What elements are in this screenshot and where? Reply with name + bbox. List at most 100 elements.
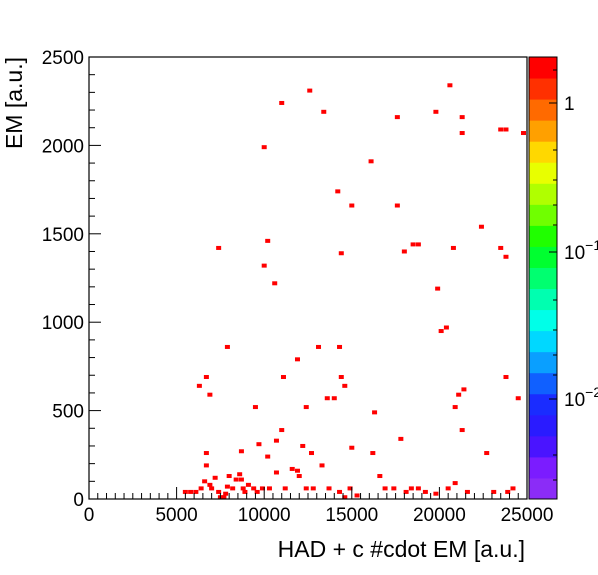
heatmap-cell <box>196 383 202 388</box>
heatmap-cell <box>377 474 383 479</box>
heatmap-cell <box>202 479 208 484</box>
heatmap-cell <box>478 224 484 229</box>
heatmap-cells <box>182 83 526 500</box>
heatmap-cell <box>245 482 251 487</box>
heatmap-cell <box>203 463 209 468</box>
color-scale-band <box>529 57 557 79</box>
heatmap-cell <box>433 491 439 496</box>
heatmap-cell <box>459 131 465 136</box>
heatmap-cell <box>224 484 230 489</box>
heatmap-cell <box>242 489 248 494</box>
z-tick-exponent: −2 <box>585 384 598 400</box>
heatmap-cell <box>238 477 244 482</box>
plot-frame <box>88 56 528 500</box>
heatmap-cell <box>520 131 526 136</box>
heatmap-cell <box>372 410 378 415</box>
x-axis-label: HAD + c #cdot EM [a.u.] <box>278 536 525 562</box>
heatmap-cell <box>498 127 504 132</box>
heatmap-cell <box>279 428 285 433</box>
heatmap-cell <box>391 486 397 491</box>
color-scale-band <box>529 351 557 374</box>
x-tick-label: 10000 <box>238 505 291 526</box>
heatmap-cell <box>207 482 213 487</box>
color-scale-band <box>529 288 557 311</box>
heatmap-cell <box>182 489 188 494</box>
heatmap-cell <box>240 486 246 491</box>
y-tick-label: 1000 <box>42 313 84 334</box>
color-scale-band <box>529 372 557 395</box>
heatmap-cell <box>303 486 309 491</box>
heatmap-cell <box>289 466 295 471</box>
heatmap-cell <box>443 325 449 330</box>
heatmap-cell <box>450 245 456 250</box>
heatmap-cell <box>272 281 278 286</box>
color-scale-band <box>529 99 557 121</box>
heatmap-cell <box>398 436 404 441</box>
heatmap-cell <box>337 489 343 494</box>
heatmap-cell <box>415 242 421 247</box>
y-axis-label: EM [a.u.] <box>1 57 27 149</box>
heatmap-cell <box>415 486 421 491</box>
y-tick-label: 0 <box>73 490 84 511</box>
heatmap-cell <box>203 375 209 380</box>
heatmap-cell <box>296 474 302 479</box>
heatmap-cell <box>198 486 204 491</box>
heatmap-cell <box>368 159 374 164</box>
y-tick-label: 2500 <box>42 48 84 69</box>
heatmap-cell <box>452 481 458 486</box>
heatmap-cell <box>193 489 199 494</box>
y-tick-label: 1500 <box>42 225 84 246</box>
heatmap-cell <box>422 489 428 494</box>
heatmap-cell <box>230 486 236 491</box>
heatmap-cell <box>265 238 271 243</box>
heatmap-cell <box>273 438 279 443</box>
color-scale-band <box>529 78 557 100</box>
heatmap-cell <box>256 442 262 447</box>
heatmap-cell <box>209 486 215 491</box>
heatmap-cell <box>342 495 348 500</box>
heatmap-cell <box>259 486 265 491</box>
heatmap-cell <box>212 475 218 480</box>
heatmap-cell <box>382 486 388 491</box>
x-tick-label: 15000 <box>325 505 378 526</box>
x-tick-label: 0 <box>84 505 95 526</box>
heatmap-cell <box>282 486 288 491</box>
heatmap-cell <box>394 115 400 120</box>
color-scale-band <box>529 309 557 332</box>
y-tick-label: 500 <box>52 402 84 423</box>
x-tick-label: 20000 <box>413 505 466 526</box>
color-scale-band <box>529 162 557 184</box>
heatmap-cell <box>338 251 344 256</box>
color-scale-band <box>529 393 557 416</box>
heatmap-cell <box>354 493 360 498</box>
heatmap-cell <box>280 375 286 380</box>
heatmap-cell <box>338 375 344 380</box>
heatmap-cell <box>319 463 325 468</box>
heatmap-cell <box>408 486 414 491</box>
x-tick-label: 5000 <box>155 505 197 526</box>
heatmap-cell <box>445 486 451 491</box>
heatmap-cell <box>394 203 400 208</box>
heatmap-cell <box>349 203 355 208</box>
color-scale-band <box>529 477 557 500</box>
heatmap-cell <box>261 145 267 150</box>
heatmap-cell <box>224 344 230 349</box>
heatmap-cell <box>326 486 332 491</box>
x-tick-label: 25000 <box>501 505 554 526</box>
heatmap-cell <box>438 329 444 334</box>
heatmap-cell <box>510 486 516 491</box>
color-scale-bar <box>529 57 557 500</box>
heatmap-cell <box>321 109 327 114</box>
color-scale-band <box>529 183 557 205</box>
color-scale-band <box>529 435 557 458</box>
heatmap-cell <box>433 109 439 114</box>
heatmap-cell <box>452 405 458 410</box>
heatmap-cell <box>300 443 306 448</box>
heatmap-cell <box>349 445 355 450</box>
axis-ticks <box>88 56 528 500</box>
heatmap-cell <box>464 489 470 494</box>
heatmap-cell <box>435 286 441 291</box>
heatmap-cell <box>484 451 490 456</box>
heatmap-cell <box>188 489 194 494</box>
heatmap-cell <box>410 242 416 247</box>
